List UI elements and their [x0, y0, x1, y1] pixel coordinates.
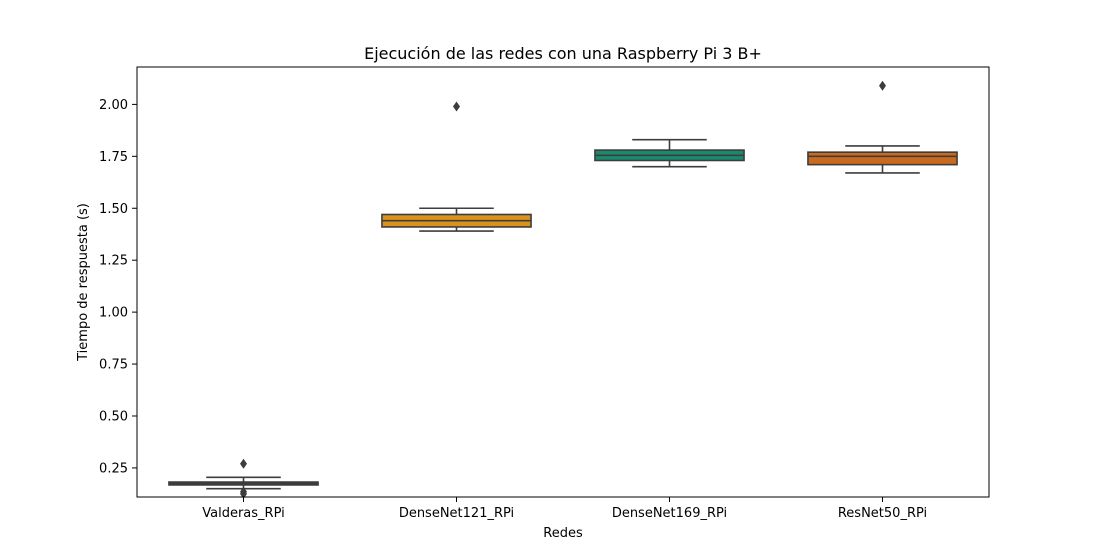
plot-frame: [136, 66, 990, 498]
x-tick-label: DenseNet169_RPi: [612, 506, 727, 521]
outlier-point: [453, 101, 460, 112]
box-group-2: [594, 138, 745, 168]
chart-title: Ejecución de las redes con una Raspberry…: [364, 44, 762, 63]
y-tick-label: 1.25: [99, 254, 128, 269]
x-tick-label: Valderas_RPi: [202, 506, 285, 521]
x-tick-label: ResNet50_RPi: [838, 506, 927, 521]
y-tick-label: 0.25: [99, 461, 128, 476]
y-axis-label: Tiempo de respuesta (s): [76, 203, 91, 362]
y-tick-label: 2.00: [99, 98, 128, 113]
plot-area: [168, 80, 958, 499]
y-tick-label: 1.75: [99, 150, 128, 165]
outlier-point: [240, 486, 247, 497]
outlier-point: [240, 458, 247, 469]
x-axis-label: Redes: [543, 526, 583, 541]
box-group-1: [381, 101, 532, 232]
y-tick-label: 1.50: [99, 202, 128, 217]
axes: 0.25 0.50 0.75 1.00 1.25 1.50 1.75 2.00 Valderas…: [99, 66, 990, 521]
box-group-3: [807, 80, 958, 174]
x-tick-label: DenseNet121_RPi: [399, 506, 514, 521]
y-tick-label: 0.50: [99, 409, 128, 424]
box-group-0: [168, 458, 319, 499]
outlier-point: [879, 80, 886, 91]
y-tick-label: 0.75: [99, 358, 128, 373]
box-rect: [807, 151, 958, 166]
y-tick-label: 1.00: [99, 306, 128, 321]
